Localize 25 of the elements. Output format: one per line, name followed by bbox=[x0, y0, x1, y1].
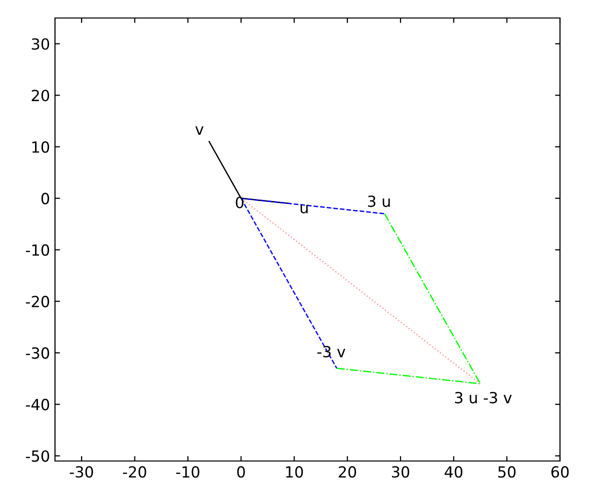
y-tick-label: -30 bbox=[26, 347, 50, 359]
annotation: -3 v bbox=[317, 346, 346, 358]
annotation: 3 u -3 v bbox=[455, 392, 512, 404]
y-tick-label: -10 bbox=[26, 244, 50, 256]
annotation: v bbox=[195, 126, 204, 135]
x-tick-label: -10 bbox=[176, 466, 200, 478]
x-tick-label: 40 bbox=[444, 466, 462, 478]
annotation: u bbox=[300, 204, 308, 214]
y-tick-label: -20 bbox=[26, 296, 50, 308]
x-tick-label: 0 bbox=[237, 466, 245, 478]
y-tick-label: 30 bbox=[32, 38, 50, 50]
y-tick-label: -50 bbox=[26, 450, 50, 462]
annotation: 0 bbox=[236, 196, 244, 208]
y-tick-label: 10 bbox=[32, 141, 50, 153]
x-tick-label: 30 bbox=[392, 466, 410, 478]
x-tick-label: 60 bbox=[551, 466, 569, 478]
y-tick-label: 20 bbox=[32, 90, 50, 102]
x-tick-label: -20 bbox=[123, 466, 146, 478]
x-tick-label: -30 bbox=[70, 466, 94, 478]
annotation: 3 u bbox=[368, 196, 390, 208]
x-tick-label: 10 bbox=[286, 466, 303, 478]
x-tick-label: 20 bbox=[338, 466, 356, 478]
y-tick-label: 0 bbox=[41, 192, 50, 204]
y-tick-label: -40 bbox=[26, 398, 50, 410]
x-tick-label: 50 bbox=[498, 466, 516, 478]
